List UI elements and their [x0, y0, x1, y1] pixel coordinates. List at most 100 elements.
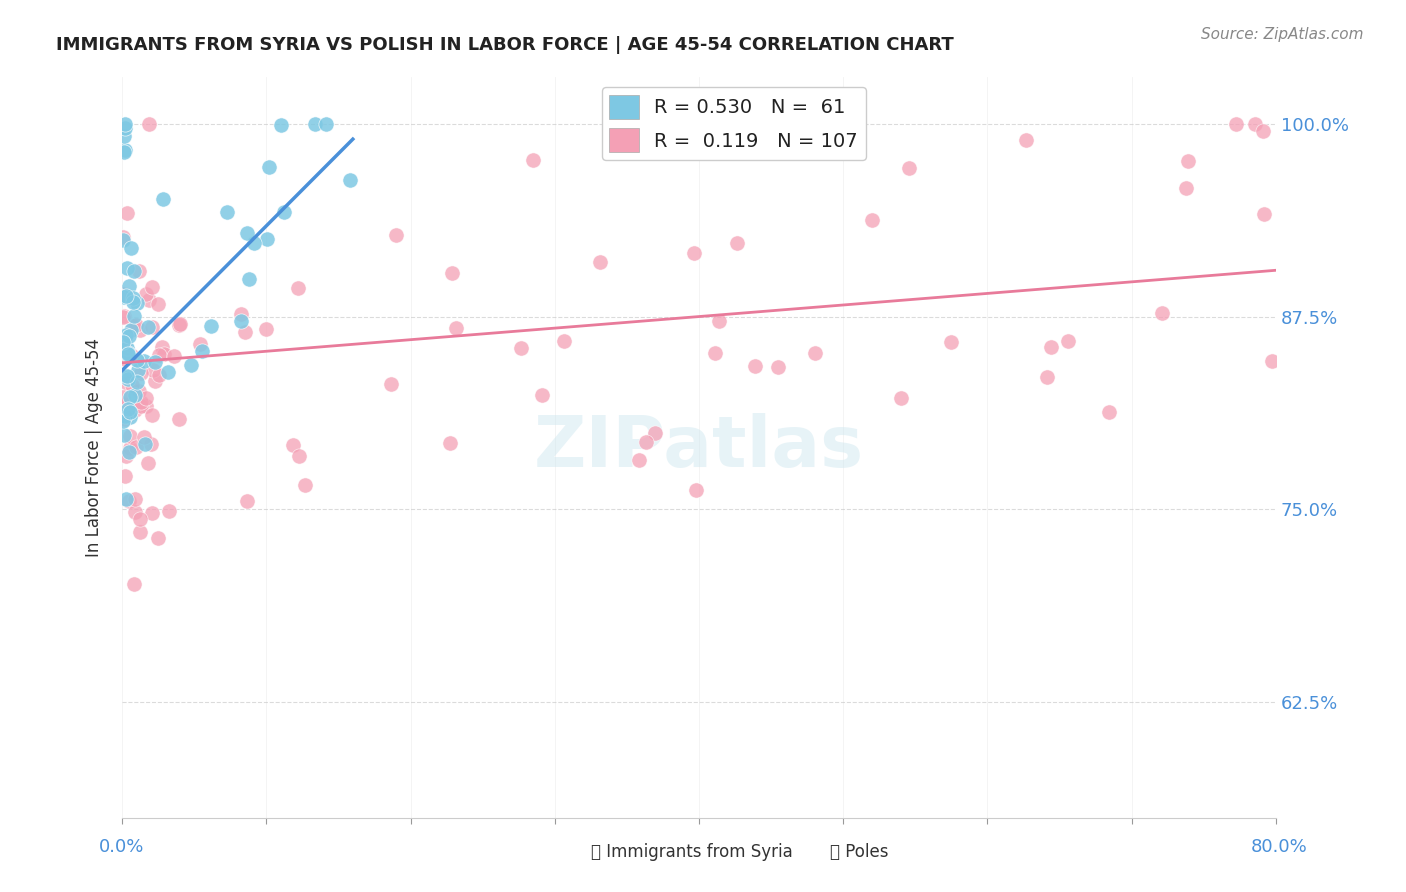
Point: [112, 287, 135, 301]
Point: [122, 310, 145, 324]
Point: [890, 392, 912, 406]
Point: [1036, 370, 1059, 384]
Point: [124, 505, 146, 519]
Point: [141, 320, 163, 334]
Point: [744, 359, 766, 374]
Point: [439, 436, 461, 450]
Point: [304, 117, 326, 131]
Point: [124, 491, 146, 506]
Point: [115, 260, 138, 275]
Point: [1175, 180, 1198, 194]
Point: [118, 442, 141, 456]
Point: [804, 346, 827, 360]
Point: [1253, 207, 1275, 221]
Point: [114, 143, 136, 157]
Point: [941, 334, 963, 349]
Point: [191, 344, 214, 359]
Point: [235, 325, 257, 339]
Point: [129, 400, 152, 414]
Point: [125, 376, 148, 390]
Point: [141, 408, 163, 422]
Point: [1152, 306, 1174, 320]
Point: [150, 340, 173, 354]
Point: [115, 328, 138, 343]
Point: [115, 206, 138, 220]
Point: [114, 409, 136, 424]
Point: [860, 213, 883, 227]
Point: [115, 289, 138, 303]
Point: [229, 314, 252, 328]
Point: [180, 358, 202, 372]
Point: [128, 264, 150, 278]
Point: [114, 120, 136, 135]
Point: [124, 388, 146, 402]
Point: [143, 355, 166, 369]
Text: Source: ZipAtlas.com: Source: ZipAtlas.com: [1201, 27, 1364, 42]
Point: [112, 414, 135, 428]
Point: [115, 368, 138, 383]
Point: [339, 173, 361, 187]
Point: [236, 494, 259, 508]
Point: [530, 388, 553, 402]
Point: [125, 441, 148, 455]
Point: [146, 297, 169, 311]
Point: [135, 391, 157, 405]
Point: [129, 524, 152, 539]
Point: [169, 317, 191, 331]
Point: [114, 345, 136, 359]
Point: [124, 402, 146, 417]
Point: [288, 450, 311, 464]
Point: [167, 318, 190, 332]
Point: [634, 434, 657, 449]
Point: [122, 319, 145, 334]
Point: [236, 226, 259, 240]
Point: [157, 504, 180, 518]
Point: [254, 321, 277, 335]
Point: [121, 378, 143, 392]
Point: [141, 437, 163, 451]
Point: [1177, 153, 1199, 168]
Point: [112, 310, 135, 324]
Y-axis label: In Labor Force | Age 45-54: In Labor Force | Age 45-54: [86, 338, 103, 558]
Point: [118, 410, 141, 425]
Point: [380, 377, 402, 392]
Point: [287, 280, 309, 294]
Point: [132, 430, 155, 444]
Point: [129, 394, 152, 409]
Point: [122, 294, 145, 309]
Point: [294, 477, 316, 491]
Point: [118, 279, 141, 293]
Point: [898, 161, 921, 175]
Point: [1244, 117, 1267, 131]
Point: [148, 348, 170, 362]
Point: [1040, 340, 1063, 354]
Point: [148, 368, 170, 382]
Point: [1015, 132, 1038, 146]
Point: [112, 229, 135, 244]
Point: [115, 449, 138, 463]
Point: [156, 365, 179, 379]
Point: [281, 438, 304, 452]
Point: [118, 429, 141, 443]
Point: [167, 412, 190, 426]
Point: [114, 468, 136, 483]
Point: [644, 426, 666, 441]
Point: [118, 390, 141, 404]
Point: [685, 483, 707, 498]
Point: [112, 335, 135, 350]
Point: [440, 266, 463, 280]
Point: [117, 372, 139, 386]
Point: [114, 408, 136, 422]
Point: [257, 161, 280, 175]
Point: [136, 319, 159, 334]
Legend: R = 0.530   N =  61, R =  0.119   N = 107: R = 0.530 N = 61, R = 0.119 N = 107: [602, 87, 866, 160]
Point: [553, 334, 575, 349]
Text: ⬜ Poles: ⬜ Poles: [830, 843, 889, 861]
Text: 0.0%: 0.0%: [98, 838, 143, 855]
Point: [128, 384, 150, 399]
Point: [112, 309, 135, 323]
Point: [117, 346, 139, 360]
Point: [117, 369, 139, 384]
Point: [143, 375, 166, 389]
Point: [115, 341, 138, 355]
